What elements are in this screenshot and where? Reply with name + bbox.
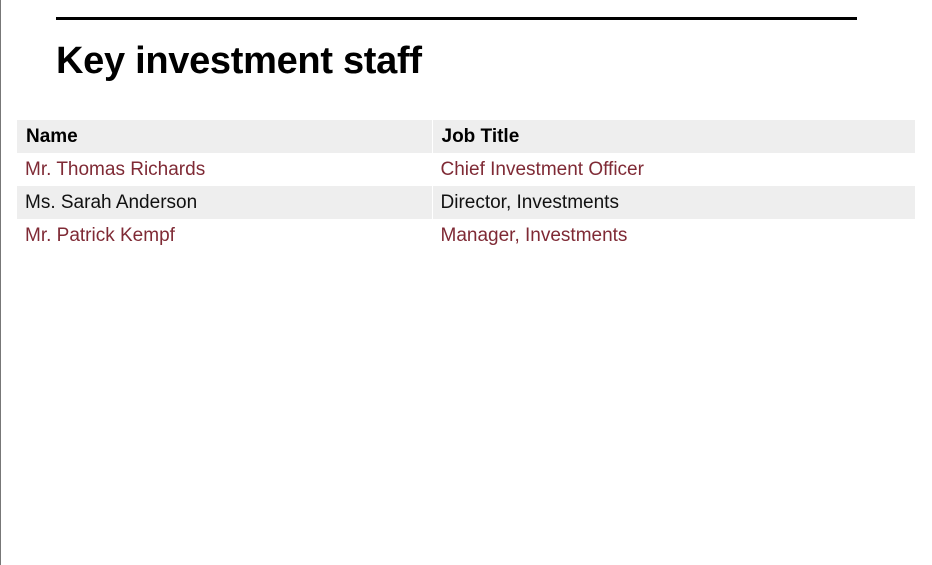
staff-title-cell[interactable]: Chief Investment Officer — [431, 153, 915, 186]
staff-name-cell[interactable]: Mr. Patrick Kempf — [17, 219, 432, 252]
window-left-edge — [0, 0, 1, 565]
table-row: Mr. Patrick Kempf Manager, Investments — [17, 219, 915, 252]
column-header-name: Name — [17, 120, 432, 153]
page-title: Key investment staff — [56, 40, 422, 82]
staff-name-cell: Ms. Sarah Anderson — [17, 186, 432, 219]
table-row: Mr. Thomas Richards Chief Investment Off… — [17, 153, 915, 186]
staff-title-cell: Director, Investments — [431, 186, 915, 219]
staff-title-cell[interactable]: Manager, Investments — [431, 219, 915, 252]
table-row: Ms. Sarah Anderson Director, Investments — [17, 186, 915, 219]
title-top-rule — [56, 17, 857, 20]
column-header-job-title: Job Title — [431, 120, 915, 153]
table-header-row: Name Job Title — [17, 120, 915, 153]
staff-table: Name Job Title Mr. Thomas Richards Chief… — [17, 120, 915, 252]
staff-name-cell[interactable]: Mr. Thomas Richards — [17, 153, 432, 186]
